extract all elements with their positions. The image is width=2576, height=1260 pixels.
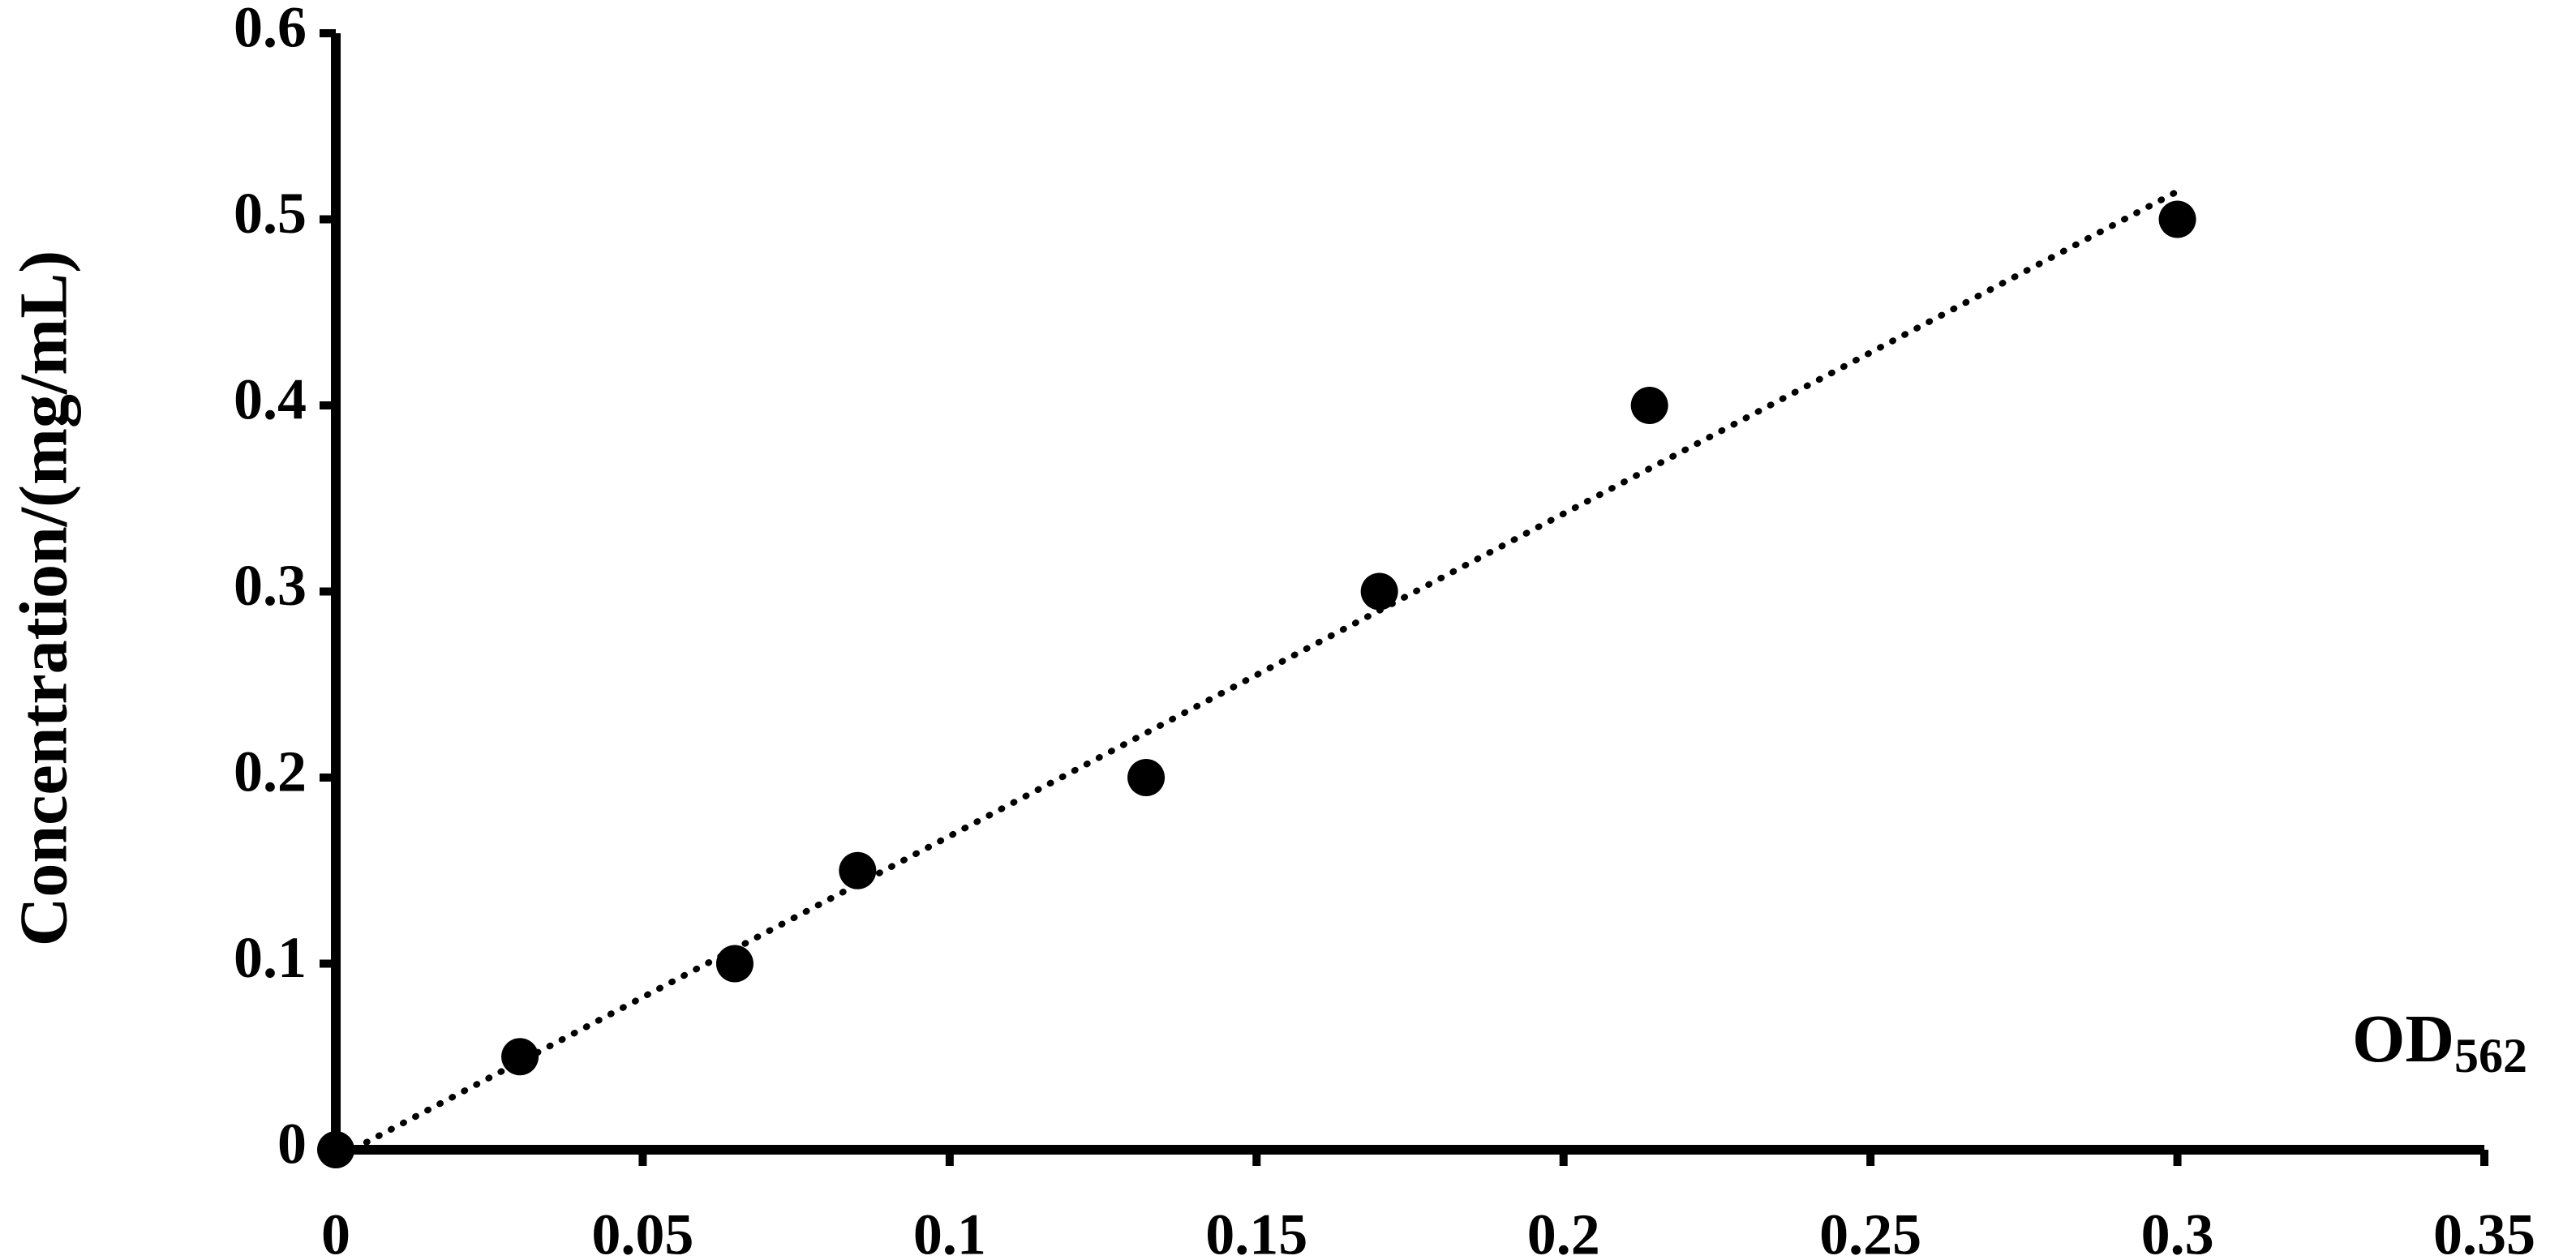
x-axis-label-main: OD	[2352, 1001, 2454, 1077]
x-tick-label: 0.1	[913, 1202, 986, 1260]
data-point	[1360, 572, 1398, 611]
x-axis-label: OD562	[2352, 1001, 2527, 1082]
y-tick-label: 0.5	[234, 181, 307, 246]
y-axis-label: Concentration/(mg/mL)	[6, 251, 81, 947]
x-tick-label: 0.05	[591, 1202, 693, 1260]
data-point	[1127, 759, 1166, 796]
data-point	[2158, 200, 2196, 238]
x-tick-label: 0	[321, 1202, 350, 1260]
x-tick-label: 0.2	[1527, 1202, 1600, 1260]
x-tick-label: 0.25	[1819, 1202, 1921, 1260]
data-point	[715, 945, 753, 983]
data-point	[839, 851, 877, 889]
y-tick-label: 0.3	[234, 553, 307, 618]
x-tick-label: 0.3	[2141, 1202, 2214, 1260]
y-tick-label: 0.4	[234, 367, 307, 432]
y-tick-label: 0.2	[234, 739, 307, 804]
y-tick-label: 0.6	[234, 0, 307, 60]
x-tick-label: 0.15	[1205, 1202, 1307, 1260]
x-tick-label: 0.35	[2433, 1202, 2535, 1260]
data-point	[1630, 387, 1668, 424]
y-tick-label: 0.1	[234, 925, 307, 990]
x-axis-label-sub: 562	[2454, 1029, 2527, 1082]
data-point	[317, 1131, 354, 1168]
data-point	[501, 1038, 539, 1076]
trendline	[363, 188, 2181, 1146]
y-tick-label: 0	[277, 1112, 307, 1176]
